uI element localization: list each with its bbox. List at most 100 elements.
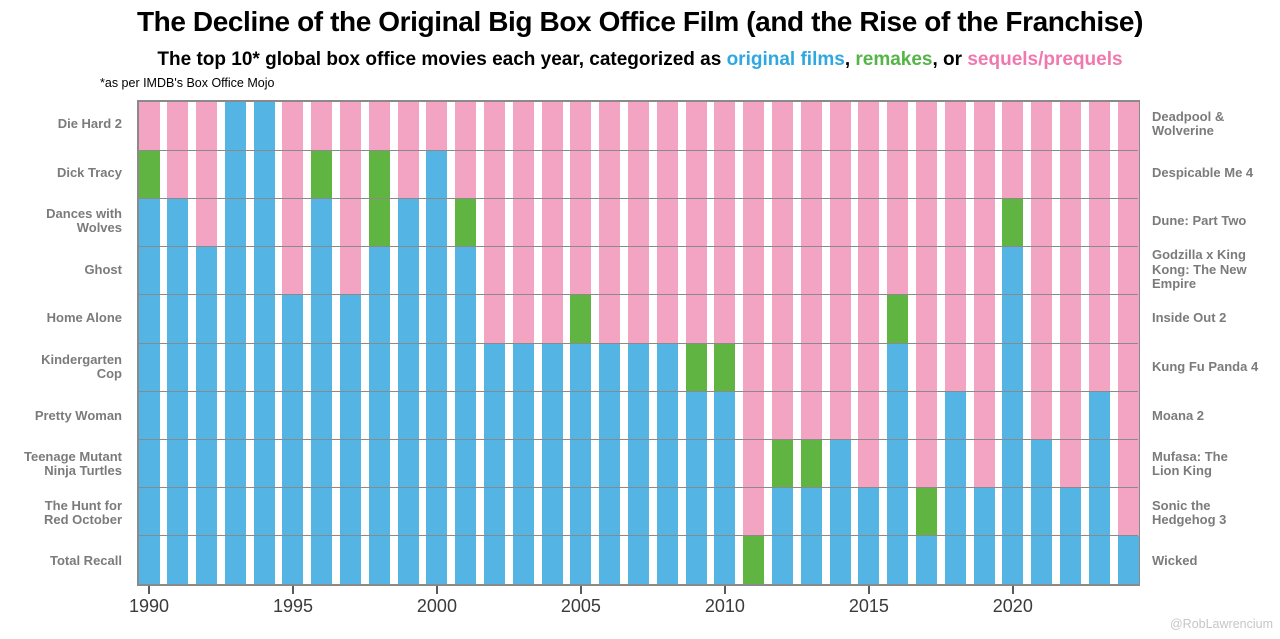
x-tick-label-2005: 2005 <box>560 596 601 616</box>
gridline <box>139 535 1138 537</box>
segment-original-films <box>887 342 909 584</box>
gridline <box>139 246 1138 248</box>
x-tick-label-2010: 2010 <box>704 596 745 616</box>
segment-remakes <box>455 198 477 247</box>
segment-sequels-prequels <box>771 102 793 440</box>
subtitle-sep2: , or <box>932 49 968 70</box>
segment-original-films <box>455 246 477 584</box>
movie-label-2024-3: Dune: Part Two <box>1152 213 1247 229</box>
bar-2003 <box>512 102 534 584</box>
bar-2011 <box>743 102 765 584</box>
bar-2008 <box>656 102 678 584</box>
segment-sequels-prequels <box>800 102 822 440</box>
gridline <box>139 390 1138 392</box>
movie-label-1990-4: Ghost <box>84 261 122 277</box>
segment-original-films <box>829 439 851 584</box>
movie-label-1990-1: Die Hard 2 <box>57 116 122 132</box>
segment-remakes <box>714 343 736 392</box>
movie-label-1990-6: Kindergarten Cop <box>41 351 122 382</box>
segment-sequels-prequels <box>541 102 563 343</box>
bar-2002 <box>484 102 506 584</box>
segment-sequels-prequels <box>512 102 534 343</box>
segment-remakes <box>311 150 333 199</box>
segment-original-films <box>1117 535 1139 584</box>
segment-remakes <box>1002 198 1024 247</box>
segment-remakes <box>771 439 793 488</box>
segment-sequels-prequels <box>685 102 707 343</box>
movie-label-1990-7: Pretty Woman <box>34 407 122 423</box>
segment-remakes <box>887 294 909 343</box>
gridline <box>139 342 1138 344</box>
x-tick-2010 <box>723 586 726 594</box>
segment-remakes <box>915 487 937 536</box>
legend-remakes: remakes <box>855 49 933 70</box>
bar-2012 <box>771 102 793 584</box>
movie-label-1990-3: Dances with Wolves <box>46 205 122 236</box>
segment-remakes <box>800 439 822 488</box>
movie-label-2024-10: Wicked <box>1152 553 1198 569</box>
movie-label-2024-6: Kung Fu Panda 4 <box>1152 359 1259 375</box>
segment-sequels-prequels <box>743 102 765 536</box>
segment-sequels-prequels <box>196 102 218 247</box>
gridline <box>139 487 1138 489</box>
right-axis-labels-2024: Deadpool & Wolverine Despicable Me 4 Dune:… <box>1146 100 1280 586</box>
gridline <box>139 294 1138 296</box>
x-tick-label-2000: 2000 <box>416 596 457 616</box>
segment-sequels-prequels <box>656 102 678 343</box>
segment-sequels-prequels <box>426 102 448 151</box>
legend-original-films: original films <box>726 49 845 70</box>
x-tick-label-2015: 2015 <box>848 596 889 616</box>
segment-remakes <box>138 150 160 199</box>
segment-original-films <box>541 343 563 584</box>
segment-original-films <box>196 246 218 584</box>
legend-sequels-prequels: sequels/prequels <box>967 49 1123 70</box>
segment-original-films <box>512 343 534 584</box>
segment-original-films <box>1002 246 1024 584</box>
bar-2014 <box>829 102 851 584</box>
segment-original-films <box>628 343 649 584</box>
segment-remakes <box>685 343 707 392</box>
x-tick-2015 <box>867 586 870 594</box>
segment-remakes <box>743 535 765 584</box>
segment-sequels-prequels <box>138 102 160 151</box>
bar-2000 <box>426 102 448 584</box>
movie-label-2024-1: Deadpool & Wolverine <box>1152 108 1225 139</box>
x-tick-1995 <box>291 586 294 594</box>
bar-2013 <box>800 102 822 584</box>
page-title: The Decline of the Original Big Box Offi… <box>136 6 1144 37</box>
segment-original-films <box>656 343 678 584</box>
bars-layer <box>138 102 1139 584</box>
bar-2001 <box>455 102 477 584</box>
x-tick-label-2020: 2020 <box>992 596 1033 616</box>
footnote: *as per IMDB's Box Office Mojo <box>100 76 275 90</box>
movie-label-1990-2: Dick Tracy <box>56 164 122 180</box>
gridline <box>139 438 1138 440</box>
x-tick-label-1995: 1995 <box>272 596 313 616</box>
movie-label-2024-7: Moana 2 <box>1152 407 1205 423</box>
segment-sequels-prequels <box>311 102 333 151</box>
movie-label-2024-8: Mufasa: The Lion King <box>1152 448 1228 479</box>
movie-label-2024-9: Sonic the Hedgehog 3 <box>1152 497 1227 528</box>
movie-label-1990-8: Teenage Mutant Ninja Turtles <box>24 448 122 479</box>
segment-original-films <box>484 343 506 584</box>
bar-2024 <box>1117 102 1139 584</box>
bar-2007 <box>628 102 649 584</box>
segment-sequels-prequels <box>599 102 621 343</box>
x-tick-1990 <box>148 586 150 594</box>
plot-area <box>137 100 1140 586</box>
subtitle-sep1: , <box>844 49 856 70</box>
segment-sequels-prequels <box>368 102 390 151</box>
segment-sequels-prequels <box>829 102 851 440</box>
segment-sequels-prequels <box>1031 102 1053 440</box>
movie-label-2024-4: Godzilla x King Kong: The New Empire <box>1152 247 1247 292</box>
segment-original-films <box>570 342 592 584</box>
bar-2021 <box>1031 102 1053 584</box>
movie-label-1990-9: The Hunt for Red October <box>43 497 122 528</box>
credit: @RobLawrencium <box>1169 617 1273 631</box>
gridline <box>139 197 1138 199</box>
segment-original-films <box>915 535 937 584</box>
x-tick-label-1990: 1990 <box>128 596 170 616</box>
movie-label-1990-5: Home Alone <box>46 310 122 326</box>
bar-2004 <box>541 102 563 584</box>
